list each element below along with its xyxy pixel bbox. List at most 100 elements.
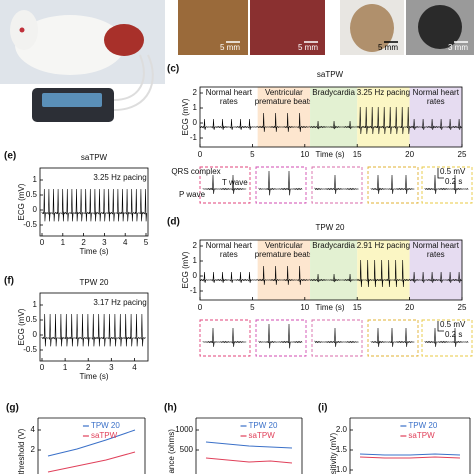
ecg-trace [199,118,258,130]
y-tick-label: 0 [33,330,38,339]
inset-box [421,166,473,204]
inset-trace [370,174,415,194]
x-tick-label: 0 [198,150,203,159]
y-axis-label: ing threshold (V) [17,428,26,474]
x-tick-label: 0 [40,238,45,247]
trend-line [205,441,293,449]
x-tick-label: 10 [300,303,309,312]
inset-label: P wave [179,190,206,199]
x-tick-label: 0 [198,303,203,312]
x-tick-label: 5 [250,303,255,312]
y-tick-label: 4 [31,425,36,434]
x-axis-label: Time (s) [315,150,344,159]
y-tick-label: 2.0 [336,425,348,434]
y-tick-label: 0.5 [26,190,38,199]
rabbit [15,15,125,75]
x-axis-label: Time (s) [79,247,108,256]
scale-label: 0.2 s [445,177,462,186]
region-label: Normal heart [413,88,460,97]
region [257,87,311,147]
inset-trace [424,327,469,347]
scale-bar [437,321,444,332]
y-tick-label: 2 [193,241,198,250]
y-tick-label: 0 [193,271,198,280]
panel-label: (c) [167,64,179,75]
x-axis-label: Time (s) [315,303,344,312]
ecg-trace [409,271,463,283]
y-tick-label: -1 [190,133,198,142]
inset-trace [424,174,469,194]
region [310,240,358,300]
inset-label: QRS complex [171,167,220,176]
ecg-trace [199,271,258,283]
x-tick-label: 1 [61,238,66,247]
plot-frame [199,239,463,301]
ecg-trace [257,112,310,132]
y-tick-label: -0.5 [23,345,37,354]
inset-box [367,166,419,204]
panel-label: (d) [167,217,180,228]
y-axis-label: ECG (mV) [17,183,26,220]
region-label: 3.25 Hz pacing [357,88,410,97]
x-tick-label: 2 [81,238,86,247]
x-tick-label: 15 [353,150,362,159]
ecg-trace [309,273,357,283]
surgical-site [104,24,144,56]
region-label: premature beats [255,97,313,106]
panel-label: (f) [4,276,14,287]
legend-label: TPW 20 [408,421,437,430]
inset-trace [314,327,359,347]
x-tick-label: 3 [102,238,107,247]
region-label: Ventricular [265,241,303,250]
region-label: Bradycardia [312,241,355,250]
x-tick-label: 15 [353,303,362,312]
scale-label: 0.5 mV [440,320,466,329]
heart-photo-1 [178,0,248,55]
trend-line [47,451,136,473]
inset-trace [258,170,303,196]
inset-trace [370,327,415,347]
inset-box [255,166,307,204]
device-specimen [418,5,462,49]
region [409,87,462,147]
region-label: rates [427,250,445,259]
panel-label: (i) [318,403,327,414]
ecg-trace [309,120,357,130]
y-tick-label: 1.0 [336,465,348,474]
y-axis-label: ensitivity (mV) [329,433,338,474]
trend-line [359,453,461,456]
x-tick-label: 5 [144,238,149,247]
annotation: 3.17 Hz pacing [93,298,146,307]
panel-title: saTPW [317,70,344,79]
region-label: rates [427,97,445,106]
panel-label: (h) [164,403,177,414]
trend-line [359,456,461,459]
x-tick-label: 0 [40,363,45,372]
inset-box [199,166,251,204]
legend-label: TPW 20 [91,421,120,430]
y-tick-label: -0.5 [23,220,37,229]
y-tick-label: 1 [33,175,38,184]
inset-box [311,319,363,357]
region-label: Normal heart [206,241,253,250]
device-leads [113,54,154,111]
inset-box [421,319,473,357]
scale-bar-label: 5 mm [378,43,398,52]
panel-label: (g) [6,403,19,414]
y-axis-label: ECG (mV) [181,251,190,288]
x-axis-label: Time (s) [79,372,108,381]
region [310,87,358,147]
annotation: 3.25 Hz pacing [93,173,146,182]
x-tick-label: 3 [109,363,114,372]
y-tick-label: 0 [33,205,38,214]
y-tick-label: 1 [193,103,198,112]
trend-line [47,429,136,457]
ecg-trace [356,259,410,288]
ecg-trace [41,313,146,347]
panel-title: saTPW [81,153,108,162]
ecg-trace [356,106,410,135]
trend-line [205,457,293,464]
x-tick-label: 4 [123,238,128,247]
y-tick-label: 0 [193,118,198,127]
